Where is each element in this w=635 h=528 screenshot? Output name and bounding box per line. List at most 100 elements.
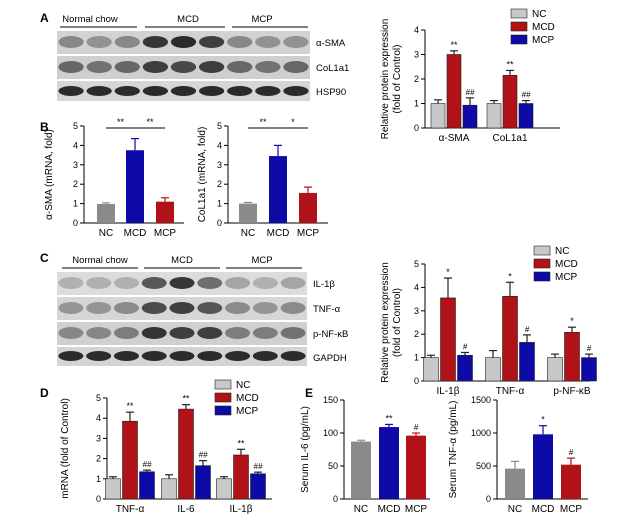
B-left-sig-label: ** — [117, 117, 125, 127]
A-bar-ytick-label: 1 — [414, 99, 419, 109]
D-bar-legend-label-mcd: MCD — [236, 393, 259, 404]
B-left-ytick-label: 1 — [73, 199, 78, 209]
E-right-category-label: MCD — [532, 504, 555, 515]
B-right-ytick-label: 5 — [217, 121, 222, 131]
B-left-bar-mcp — [156, 201, 174, 223]
blot-a-band — [86, 61, 112, 73]
blot-c-band — [58, 302, 84, 314]
D-bar-sig-label: ** — [237, 438, 245, 448]
C-bar-legend-swatch-nc — [533, 245, 551, 256]
A-bar-category-label: CoL1a1 — [492, 133, 527, 144]
B-left-category-label: NC — [99, 228, 113, 239]
C-bar-ytick-label: 3 — [414, 306, 419, 316]
blot-a-group-mcd: MCD — [177, 14, 199, 25]
D-bar-sig-label: ## — [199, 451, 208, 460]
D-bar-bar-nc — [105, 478, 121, 500]
blot-a-band — [283, 86, 309, 96]
A-bar-sig-label: ** — [506, 59, 514, 69]
D-bar-legend-swatch-mcp — [214, 405, 232, 416]
blot-a-band — [114, 86, 140, 96]
E-left-ylabel: Serum IL-6 (pg/mL) — [300, 406, 311, 493]
blot-a-band — [170, 36, 197, 48]
blot-c-band — [141, 302, 167, 314]
blot-c-label-tnfa: TNF-α — [313, 304, 341, 315]
blot-a-band — [283, 61, 309, 73]
E-left-bar-nc — [351, 441, 371, 499]
blot-a-group-normal-chow: Normal chow — [62, 14, 118, 25]
blot-c-band — [169, 351, 195, 361]
C-bar-bar-mcp — [457, 354, 473, 382]
D-bar-legend-label-mcp: MCP — [236, 406, 259, 417]
E-right-ytick-label: 1000 — [471, 428, 491, 438]
E-left-sig-label: # — [414, 423, 419, 432]
blot-c-band — [280, 351, 306, 361]
C-bar-ytick-label: 5 — [414, 259, 419, 269]
B-left-ytick-label: 3 — [73, 160, 78, 170]
blot-c-band — [86, 302, 112, 314]
blot-a-band — [58, 86, 84, 96]
C-bar-sig-label: * — [570, 316, 574, 326]
A-bar-ylabel-line: (fold of Control) — [392, 45, 403, 114]
B-left-ylabel: α-SMA (mRNA, fold) — [44, 129, 55, 220]
B-right-ytick-label: 4 — [217, 140, 222, 150]
blot-c-band — [113, 327, 139, 339]
blot-a-band — [58, 61, 84, 73]
A-bar-bar-mcd — [502, 75, 518, 129]
chart-e-serum-il6: 0 50 100 150 Serum IL-6 (pg/mL) NC ** MCD # MCP — [300, 395, 430, 515]
chart-b-sma-mrna: 0 1 2 3 4 5 α-SMA (mRNA, fold) NC MCD MCP ** ** — [44, 117, 184, 239]
B-right-bar-mcd — [269, 156, 287, 223]
panel-label-c: C — [40, 251, 49, 265]
blot-c-band — [280, 302, 306, 314]
C-bar-legend-label-mcp: MCP — [555, 272, 578, 283]
chart-d-mrna: 0 1 2 3 4 5 mRNA (fold of Control) ** ## TNF-α ** #… — [60, 379, 272, 515]
B-left-ytick-label: 2 — [73, 179, 78, 189]
E-left-sig-label: ** — [385, 413, 393, 423]
chart-e-serum-tnfa: 0 500 1000 1500 Serum TNF-α (pg/mL) NC * MCD # MC… — [448, 395, 588, 515]
blot-c-band — [280, 327, 306, 339]
B-right-category-label: NC — [241, 228, 255, 239]
E-left-category-label: MCP — [405, 504, 428, 515]
blot-a-group-mcp: MCP — [251, 14, 272, 25]
B-left-ytick-label: 0 — [73, 218, 78, 228]
C-bar-ylabel-line: (fold of Control) — [392, 288, 403, 357]
C-bar-ytick-label: 1 — [414, 353, 419, 363]
panel-label-e: E — [305, 386, 313, 400]
A-bar-bar-mcp — [462, 104, 478, 129]
B-left-ytick-label: 5 — [73, 121, 78, 131]
E-right-category-label: MCP — [560, 504, 583, 515]
blot-c-label-pnfkb: p-NF-κB — [313, 329, 348, 340]
C-bar-sig-label: # — [587, 344, 592, 353]
blot-c-band — [169, 302, 195, 314]
blot-c-group-mcp: MCP — [251, 255, 272, 266]
B-left-category-label: MCD — [124, 228, 147, 239]
A-bar-sig-label: ## — [522, 91, 531, 100]
blot-c-band — [58, 277, 84, 289]
C-bar-bar-mcp — [581, 357, 597, 382]
blot-a-band — [198, 36, 225, 48]
blot-a-band — [142, 61, 169, 73]
A-bar-ylabel: Relative protein expression(fold of Cont… — [380, 19, 403, 140]
blot-a-band — [86, 86, 112, 96]
E-right-ytick-label: 1500 — [471, 395, 491, 405]
blot-a-band — [114, 36, 140, 48]
C-bar-sig-label: # — [525, 325, 530, 334]
western-blot-c: Normal chow MCD MCP IL-1β TNF-α p-NF-κB … — [57, 255, 348, 366]
A-bar-legend-label-nc: NC — [532, 9, 546, 20]
C-bar-category-label: TNF-α — [496, 386, 525, 397]
blot-a-band — [283, 36, 309, 48]
D-bar-legend-swatch-mcd — [214, 392, 232, 403]
A-bar-category-label: α-SMA — [439, 133, 470, 144]
A-bar-legend-swatch-mcd — [510, 21, 528, 32]
E-right-ylabel: Serum TNF-α (pg/mL) — [448, 401, 459, 499]
panel-label-b: B — [40, 120, 49, 134]
A-bar-bar-mcp — [518, 103, 534, 129]
B-left-ytick-label: 4 — [73, 140, 78, 150]
C-bar-legend-label-mcd: MCD — [555, 259, 578, 270]
D-bar-legend-label-nc: NC — [236, 380, 250, 391]
western-blot-a: Normal chow MCD MCP α-SMA CoL1a1 HSP90 — [57, 14, 349, 101]
B-right-category-label: MCD — [267, 228, 290, 239]
blot-a-band — [86, 36, 112, 48]
blot-c-band — [58, 351, 84, 361]
A-bar-ytick-label: 4 — [414, 25, 419, 35]
blot-c-band — [225, 351, 251, 361]
